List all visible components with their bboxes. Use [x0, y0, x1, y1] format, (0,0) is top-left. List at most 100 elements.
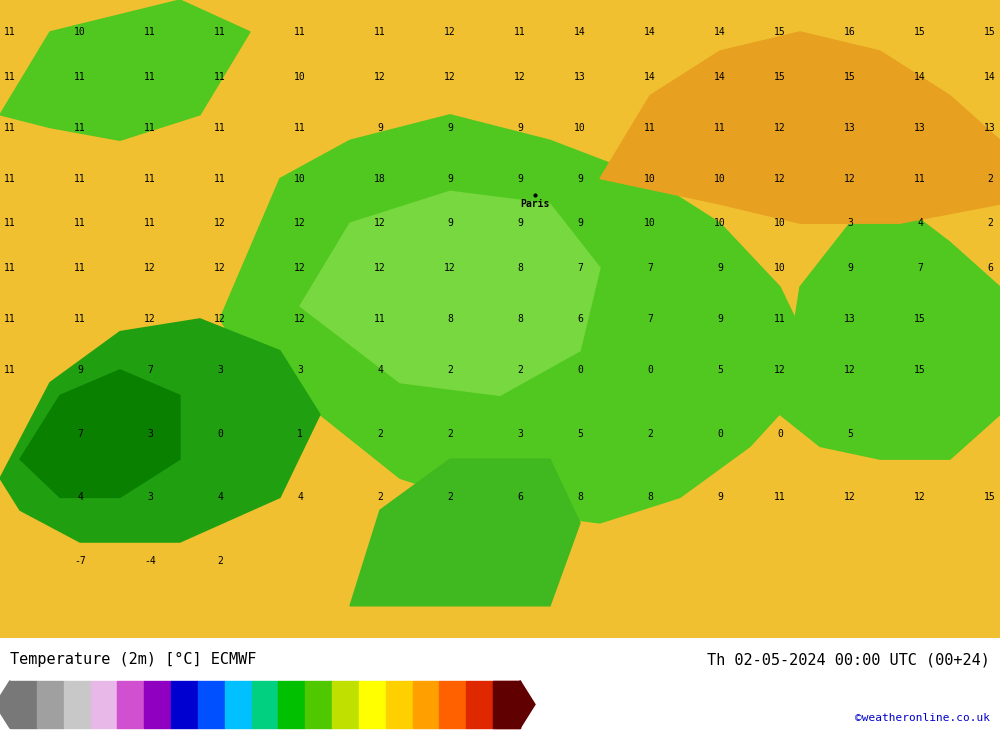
Text: 11: 11: [4, 365, 16, 375]
Text: 12: 12: [774, 122, 786, 133]
Text: 11: 11: [4, 263, 16, 273]
Text: 9: 9: [717, 314, 723, 324]
Text: 14: 14: [644, 27, 656, 37]
Text: 9: 9: [847, 263, 853, 273]
Text: 9: 9: [717, 493, 723, 502]
Bar: [493, 680, 520, 729]
Text: 12: 12: [294, 314, 306, 324]
Text: 6: 6: [517, 493, 523, 502]
Text: 11: 11: [774, 314, 786, 324]
Bar: [305, 680, 332, 729]
Text: 3: 3: [147, 493, 153, 502]
Text: 5: 5: [717, 365, 723, 375]
Text: 2: 2: [647, 429, 653, 438]
Text: 2: 2: [377, 493, 383, 502]
Bar: [332, 680, 359, 729]
Bar: [64, 680, 91, 729]
Text: 10: 10: [644, 174, 656, 183]
Text: 14: 14: [574, 27, 586, 37]
Text: 11: 11: [294, 122, 306, 133]
Text: 11: 11: [144, 174, 156, 183]
Text: 15: 15: [914, 365, 926, 375]
Text: 9: 9: [517, 122, 523, 133]
Text: 11: 11: [214, 174, 226, 183]
Text: 7: 7: [77, 429, 83, 438]
Text: 7: 7: [577, 263, 583, 273]
Text: 10: 10: [774, 263, 786, 273]
Text: 13: 13: [844, 122, 856, 133]
Text: 14: 14: [644, 72, 656, 81]
Bar: [413, 680, 439, 729]
Text: 9: 9: [577, 218, 583, 228]
Polygon shape: [0, 319, 320, 542]
Bar: [439, 680, 466, 729]
Bar: [117, 680, 144, 729]
Text: 15: 15: [844, 72, 856, 81]
Text: 2: 2: [447, 493, 453, 502]
Text: 10: 10: [574, 122, 586, 133]
Text: 11: 11: [214, 122, 226, 133]
Text: 15: 15: [914, 27, 926, 37]
Text: 15: 15: [984, 493, 996, 502]
Polygon shape: [300, 191, 600, 395]
Text: 4: 4: [377, 365, 383, 375]
Text: 2: 2: [987, 218, 993, 228]
Text: 12: 12: [374, 263, 386, 273]
Text: 3: 3: [217, 365, 223, 375]
Text: 12: 12: [774, 365, 786, 375]
Text: 10: 10: [74, 27, 86, 37]
Text: 7: 7: [147, 365, 153, 375]
Text: 11: 11: [74, 72, 86, 81]
Text: 14: 14: [984, 72, 996, 81]
Text: 11: 11: [74, 314, 86, 324]
Bar: [0, 542, 280, 638]
Text: 11: 11: [4, 122, 16, 133]
Text: 5: 5: [577, 429, 583, 438]
Text: 11: 11: [4, 72, 16, 81]
Text: 11: 11: [4, 27, 16, 37]
Text: 2: 2: [517, 365, 523, 375]
Polygon shape: [0, 0, 250, 140]
Text: 3: 3: [517, 429, 523, 438]
Text: 12: 12: [374, 218, 386, 228]
Text: 10: 10: [294, 72, 306, 81]
Text: 10: 10: [294, 174, 306, 183]
Text: 11: 11: [4, 174, 16, 183]
Text: 9: 9: [447, 174, 453, 183]
Text: 14: 14: [714, 72, 726, 81]
Text: 12: 12: [214, 218, 226, 228]
Bar: [386, 680, 413, 729]
Text: 16: 16: [844, 27, 856, 37]
Text: 4: 4: [917, 218, 923, 228]
Text: 7: 7: [917, 263, 923, 273]
Text: 12: 12: [844, 493, 856, 502]
Text: -7: -7: [74, 556, 86, 566]
Text: 0: 0: [647, 365, 653, 375]
Text: 2: 2: [987, 174, 993, 183]
Text: Th 02-05-2024 00:00 UTC (00+24): Th 02-05-2024 00:00 UTC (00+24): [707, 652, 990, 667]
FancyArrow shape: [0, 680, 10, 729]
Text: 5: 5: [847, 429, 853, 438]
Text: 11: 11: [74, 122, 86, 133]
Text: 12: 12: [144, 263, 156, 273]
Polygon shape: [600, 32, 1000, 223]
Text: 13: 13: [984, 122, 996, 133]
Text: 18: 18: [374, 174, 386, 183]
Text: 6: 6: [577, 314, 583, 324]
Text: 10: 10: [644, 218, 656, 228]
Text: 12: 12: [294, 218, 306, 228]
Polygon shape: [220, 115, 820, 523]
Text: 2: 2: [447, 429, 453, 438]
Text: 0: 0: [717, 429, 723, 438]
Text: 0: 0: [217, 429, 223, 438]
Text: 11: 11: [144, 122, 156, 133]
Bar: [252, 680, 278, 729]
Text: 12: 12: [214, 263, 226, 273]
Text: 14: 14: [714, 27, 726, 37]
Text: 13: 13: [844, 314, 856, 324]
Bar: [144, 680, 171, 729]
Text: 10: 10: [714, 218, 726, 228]
Bar: [171, 680, 198, 729]
Text: 13: 13: [574, 72, 586, 81]
FancyArrow shape: [520, 680, 535, 729]
